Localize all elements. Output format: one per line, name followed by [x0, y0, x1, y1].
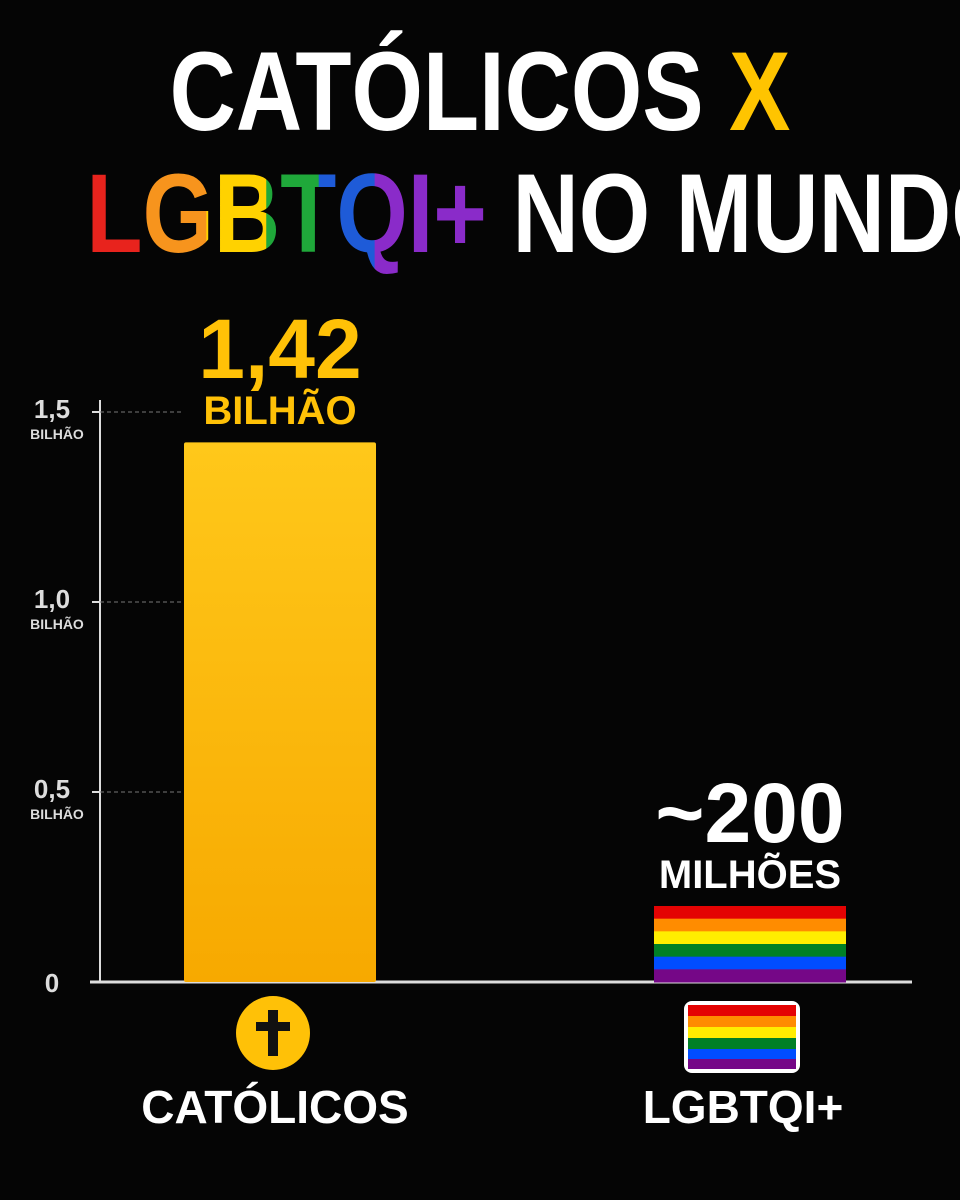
- y-tick-label: 0: [45, 968, 59, 998]
- bar-stripe: [654, 944, 846, 958]
- bar-stripe: [654, 918, 846, 932]
- bar-stripe: [654, 969, 846, 983]
- title-line-2: LGBTQI+ NO MUNDO: [86, 158, 960, 270]
- x-tick-label: CATÓLICOS: [141, 1081, 409, 1133]
- flag-icon: [684, 1001, 800, 1073]
- bar: [654, 906, 846, 983]
- title-line-1: CATÓLICOS X: [86, 36, 873, 148]
- title-part: LGBTQI+: [86, 151, 487, 276]
- bar-stripe: [654, 931, 846, 945]
- bar: [184, 442, 376, 982]
- y-unit-label: BILHÃO: [30, 425, 84, 442]
- y-tick-label: 1,0: [34, 584, 70, 614]
- title-part: X: [729, 29, 791, 154]
- y-unit-label: BILHÃO: [30, 805, 84, 822]
- title-part: NO MUNDO: [512, 151, 960, 276]
- bar-stripe: [654, 956, 846, 970]
- value-label: ~200 MILHÕES: [655, 766, 845, 897]
- y-tick-label: 0,5: [34, 774, 70, 804]
- x-tick-label: LGBTQI+: [642, 1081, 844, 1133]
- y-tick-label: 1,5: [34, 394, 70, 424]
- y-unit-label: BILHÃO: [30, 615, 84, 632]
- value-label: 1,42 BILHÃO: [198, 302, 362, 434]
- title-part: CATÓLICOS: [169, 29, 704, 154]
- bar-stripe: [654, 906, 846, 920]
- cross-icon: [236, 996, 310, 1070]
